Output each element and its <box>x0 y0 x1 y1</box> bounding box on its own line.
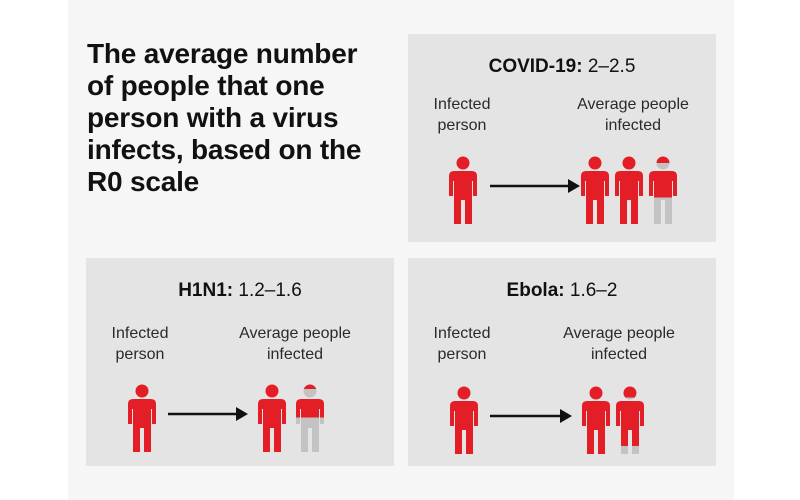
h1n1-range: 1.2–1.6 <box>238 280 302 301</box>
h1n1-infected-person-label: Infected person <box>111 325 169 363</box>
covid-infected-people-icon-1 <box>580 156 610 231</box>
ebola-range: 1.6–2 <box>569 280 618 301</box>
covid-infected-people-icon-3 <box>648 156 678 231</box>
h1n1-arrow-right-icon <box>168 406 248 427</box>
ebola-infected-people-icon-2 <box>615 386 645 461</box>
ebola-panel: Ebola: 1.6–2 Infected person Average peo… <box>408 258 716 466</box>
covid-name: COVID-19: <box>488 56 583 77</box>
covid-arrow-right-icon <box>490 178 580 199</box>
h1n1-infected-people-icon-2 <box>295 384 325 459</box>
h1n1-average-people-label: Average people infected <box>239 325 351 363</box>
ebola-infected-person-label: Infected person <box>433 325 491 363</box>
ebola-average-people-label: Average people infected <box>563 325 675 363</box>
h1n1-name: H1N1: <box>178 280 234 301</box>
covid-range: 2–2.5 <box>587 56 636 77</box>
h1n1-panel: H1N1: 1.2–1.6 Infected person Average pe… <box>86 258 394 466</box>
h1n1-title: H1N1: 1.2–1.6 <box>86 280 394 302</box>
h1n1-infected-person-icon <box>127 384 157 459</box>
covid-title: COVID-19: 2–2.5 <box>408 56 716 78</box>
covid-infected-people-icon-2 <box>614 156 644 231</box>
ebola-name: Ebola: <box>506 280 565 301</box>
covid-infected-person-icon <box>448 156 478 231</box>
covid-panel: COVID-19: 2–2.5 Infected person Average … <box>408 34 716 242</box>
ebola-infected-people-icon-1 <box>581 386 611 461</box>
covid-infected-person-label: Infected person <box>433 96 491 134</box>
h1n1-infected-people-icon-1 <box>257 384 287 459</box>
covid-average-people-label: Average people infected <box>577 96 689 134</box>
ebola-arrow-right-icon <box>490 408 572 429</box>
ebola-infected-person-icon <box>449 386 479 461</box>
ebola-title: Ebola: 1.6–2 <box>408 280 716 302</box>
headline: The average number of people that one pe… <box>87 38 362 197</box>
